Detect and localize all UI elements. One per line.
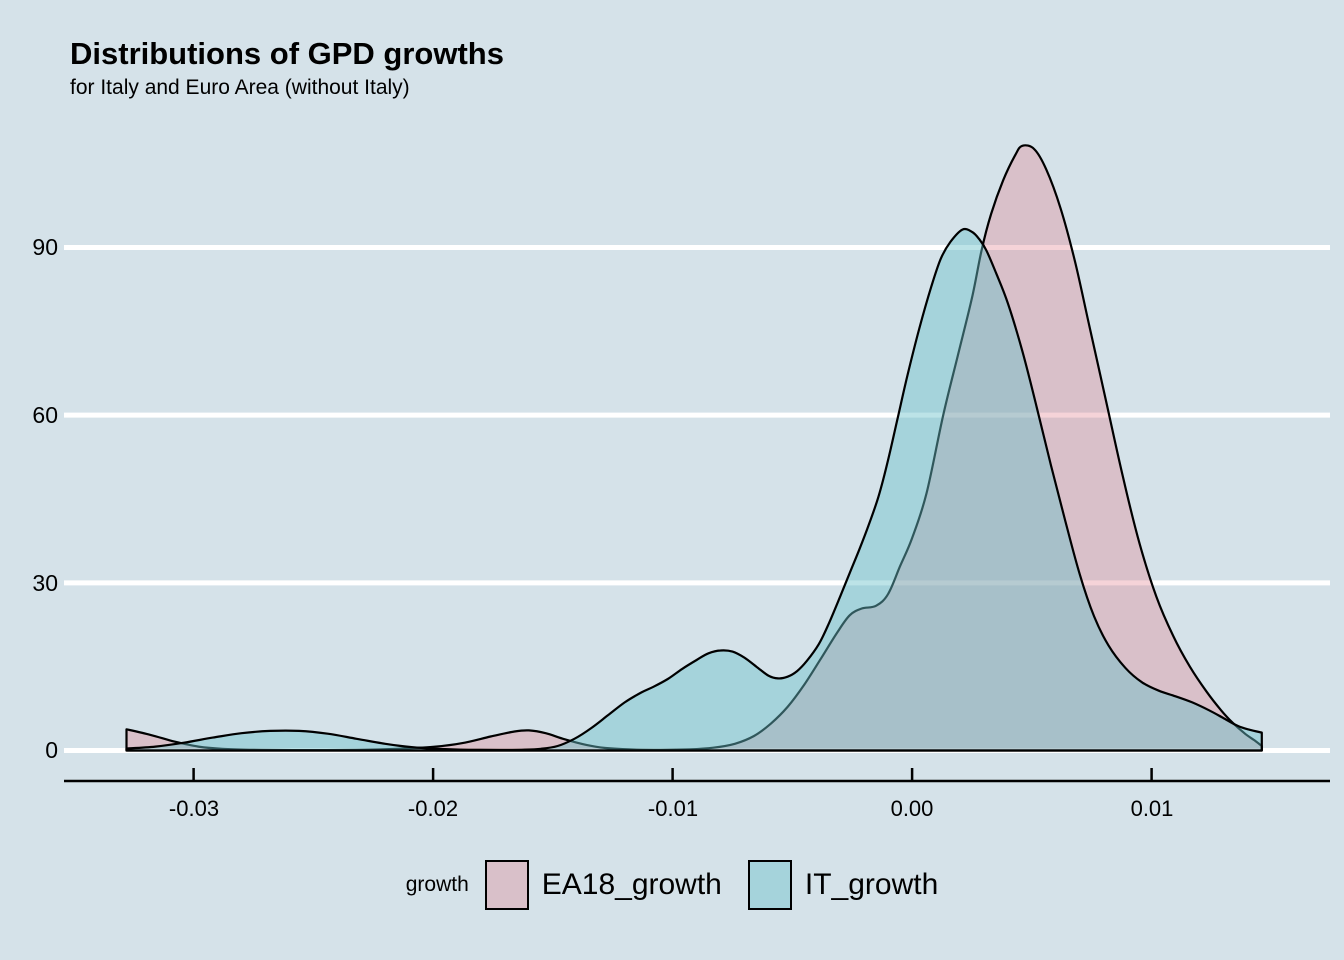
chart-subtitle: for Italy and Euro Area (without Italy) [70,76,410,99]
chart-title: Distributions of GPD growths [70,36,504,71]
y-axis-tick-label: 90 [32,234,58,260]
x-axis-tick-label: 0.01 [1130,796,1174,821]
density-area-ea18_growth [125,144,1263,752]
legend-item-label: EA18_growth [541,868,722,901]
legend-item-it-growth: IT_growth [747,860,939,910]
legend-swatch-it-growth [747,860,792,910]
legend-item-label: IT_growth [804,868,939,901]
x-axis-tick-label: -0.01 [647,796,699,821]
x-axis-tick-label: -0.02 [407,796,459,821]
x-axis-tick-label: -0.03 [168,796,220,821]
x-axis-tick-label: 0.00 [890,796,934,821]
y-axis-tick-label: 30 [32,570,58,596]
legend-item-ea18-growth: EA18_growth [484,860,722,910]
legend-title: growth [405,873,469,896]
y-axis-tick-label: 60 [32,402,58,428]
density-area-it_growth [125,227,1263,752]
legend: growth EA18_growth IT_growth [0,860,1344,910]
legend-swatch-ea18-growth [484,860,529,910]
y-axis-tick-label: 0 [45,737,58,763]
